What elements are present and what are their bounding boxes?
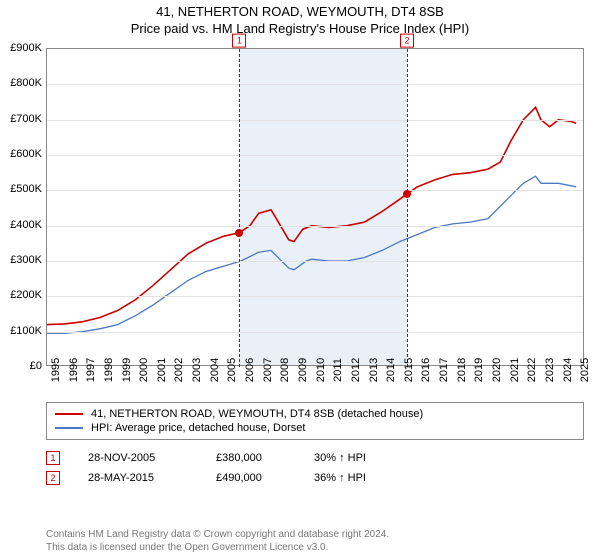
x-axis-label: 2025: [579, 358, 591, 382]
annotation-date: 28-NOV-2005: [88, 452, 188, 464]
y-axis-label: £0: [30, 360, 42, 372]
x-axis-label: 2003: [191, 358, 203, 382]
legend-swatch-property: [55, 413, 83, 415]
x-axis-label: 2022: [526, 358, 538, 382]
x-axis-label: 2008: [279, 358, 291, 382]
y-axis-label: £700K: [10, 113, 42, 125]
x-axis-label: 1997: [85, 358, 97, 382]
footer-line2: This data is licensed under the Open Gov…: [46, 541, 389, 554]
legend-row-property: 41, NETHERTON ROAD, WEYMOUTH, DT4 8SB (d…: [55, 407, 575, 421]
gridline: [47, 190, 583, 191]
marker-line: [407, 49, 408, 367]
x-axis-label: 2017: [438, 358, 450, 382]
marker-dot: [403, 190, 411, 198]
chart-container: 41, NETHERTON ROAD, WEYMOUTH, DT4 8SB Pr…: [0, 0, 600, 560]
gridline: [47, 296, 583, 297]
x-axis-label: 2007: [262, 358, 274, 382]
x-axis-label: 2001: [156, 358, 168, 382]
x-axis-label: 2020: [491, 358, 503, 382]
footer: Contains HM Land Registry data © Crown c…: [46, 528, 389, 554]
plot-region: 12: [46, 48, 584, 366]
gridline: [47, 84, 583, 85]
legend-row-hpi: HPI: Average price, detached house, Dors…: [55, 421, 575, 435]
chart-area: 12 £0£100K£200K£300K£400K£500K£600K£700K…: [46, 48, 584, 396]
y-axis-label: £400K: [10, 219, 42, 231]
annotation-row: 1 28-NOV-2005 £380,000 30% ↑ HPI: [46, 448, 584, 468]
x-axis-label: 1996: [68, 358, 80, 382]
series-hpi: [47, 176, 576, 333]
annotation-price: £490,000: [216, 472, 286, 484]
x-axis-label: 2004: [209, 358, 221, 382]
footer-line1: Contains HM Land Registry data © Crown c…: [46, 528, 389, 541]
x-axis-label: 2006: [244, 358, 256, 382]
x-axis-label: 1995: [50, 358, 62, 382]
annotation-marker: 2: [46, 471, 60, 485]
chart-subtitle: Price paid vs. HM Land Registry's House …: [0, 21, 600, 36]
x-axis-label: 2000: [138, 358, 150, 382]
x-axis-label: 2012: [350, 358, 362, 382]
x-axis-label: 1999: [121, 358, 133, 382]
x-axis-label: 2009: [297, 358, 309, 382]
marker-box: 2: [400, 34, 414, 48]
y-axis-label: £800K: [10, 77, 42, 89]
x-axis-label: 2023: [544, 358, 556, 382]
x-axis-label: 2002: [173, 358, 185, 382]
annotation-marker: 1: [46, 451, 60, 465]
marker-dot: [235, 229, 243, 237]
y-axis-label: £500K: [10, 183, 42, 195]
x-axis-label: 2014: [385, 358, 397, 382]
series-property: [47, 107, 576, 324]
chart-title: 41, NETHERTON ROAD, WEYMOUTH, DT4 8SB: [0, 4, 600, 19]
x-axis-label: 2016: [420, 358, 432, 382]
y-axis-label: £900K: [10, 42, 42, 54]
x-axis-label: 2024: [562, 358, 574, 382]
annotation-pct: 36% ↑ HPI: [314, 472, 384, 484]
title-block: 41, NETHERTON ROAD, WEYMOUTH, DT4 8SB Pr…: [0, 0, 600, 38]
annotation-price: £380,000: [216, 452, 286, 464]
x-axis-label: 2005: [226, 358, 238, 382]
annotation-pct: 30% ↑ HPI: [314, 452, 384, 464]
gridline: [47, 155, 583, 156]
gridline: [47, 226, 583, 227]
x-axis-label: 2018: [456, 358, 468, 382]
x-axis-label: 2013: [368, 358, 380, 382]
x-axis-label: 1998: [103, 358, 115, 382]
marker-line: [239, 49, 240, 367]
x-axis-label: 2010: [315, 358, 327, 382]
annotation-row: 2 28-MAY-2015 £490,000 36% ↑ HPI: [46, 468, 584, 488]
annotation-table: 1 28-NOV-2005 £380,000 30% ↑ HPI 2 28-MAY-201…: [46, 448, 584, 488]
line-svg: [47, 49, 585, 367]
y-axis-label: £300K: [10, 254, 42, 266]
legend-area: 41, NETHERTON ROAD, WEYMOUTH, DT4 8SB (d…: [46, 402, 584, 488]
y-axis-label: £600K: [10, 148, 42, 160]
y-axis-label: £100K: [10, 325, 42, 337]
x-axis-label: 2019: [473, 358, 485, 382]
annotation-date: 28-MAY-2015: [88, 472, 188, 484]
x-axis-label: 2021: [509, 358, 521, 382]
legend-swatch-hpi: [55, 427, 83, 429]
legend-label-hpi: HPI: Average price, detached house, Dors…: [91, 422, 305, 434]
marker-box: 1: [232, 34, 246, 48]
y-axis-label: £200K: [10, 289, 42, 301]
legend-box: 41, NETHERTON ROAD, WEYMOUTH, DT4 8SB (d…: [46, 402, 584, 440]
gridline: [47, 332, 583, 333]
legend-label-property: 41, NETHERTON ROAD, WEYMOUTH, DT4 8SB (d…: [91, 408, 423, 420]
gridline: [47, 261, 583, 262]
gridline: [47, 120, 583, 121]
x-axis-label: 2011: [332, 358, 344, 382]
x-axis-label: 2015: [403, 358, 415, 382]
